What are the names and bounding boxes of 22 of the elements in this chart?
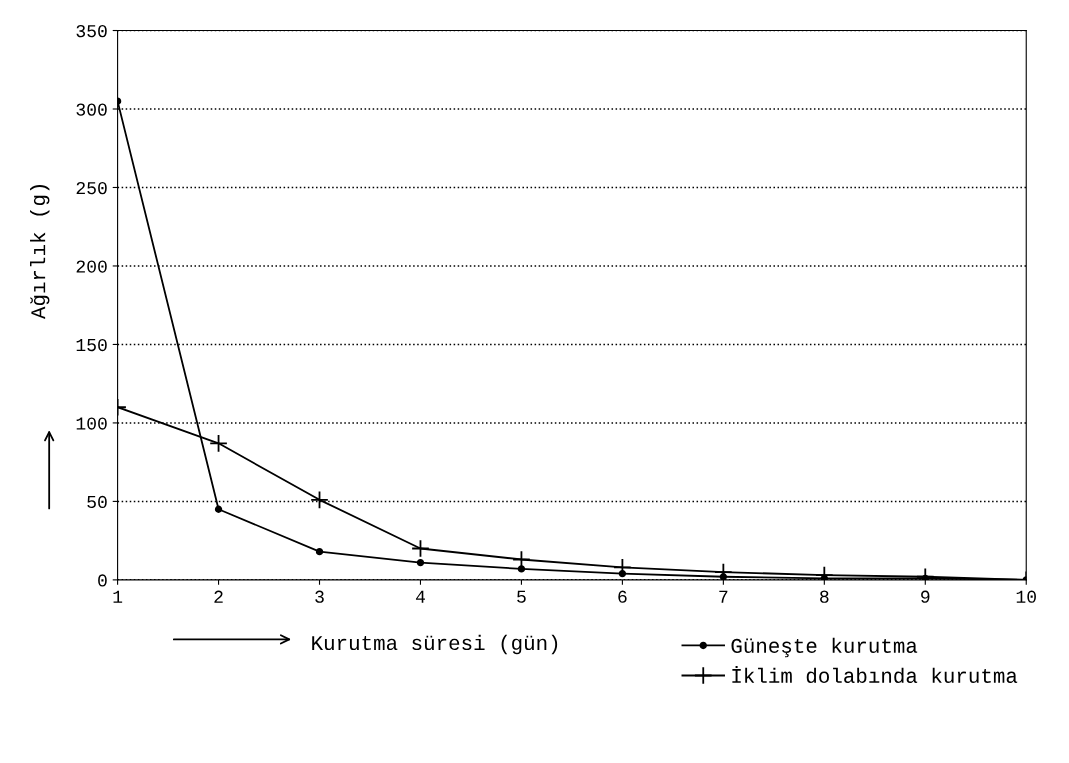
x-tick-label: 2 xyxy=(214,590,223,603)
y-tick-label: 50 xyxy=(87,495,107,509)
x-tick-label: 10 xyxy=(1016,590,1036,603)
y-tick-label: 100 xyxy=(76,417,107,430)
x-tick-label: 4 xyxy=(415,590,425,603)
y-tick-label: 300 xyxy=(76,103,107,116)
x-tick-label: 6 xyxy=(618,590,627,603)
x-tick-label: 9 xyxy=(921,590,930,603)
x-tick-label: 1 xyxy=(113,590,123,603)
legend-label: İklim dolabında kurutma xyxy=(732,666,1018,684)
legend-label: Güneşte kurutma xyxy=(731,637,918,658)
x-tick-label: 3 xyxy=(315,590,324,603)
y-tick-label: 200 xyxy=(76,260,107,273)
y-tick-label: 0 xyxy=(98,574,107,587)
x-tick-label: 5 xyxy=(517,590,526,603)
y-tick-label: 350 xyxy=(76,24,107,38)
y-tick-label: 250 xyxy=(76,181,107,195)
y-tick-label: 150 xyxy=(76,338,107,352)
y-axis-title: Ağırlık (g) xyxy=(30,185,50,320)
x-tick-label: 8 xyxy=(820,590,829,603)
x-tick-label: 7 xyxy=(719,590,728,603)
x-axis-title: Kurutma süresi (gün) xyxy=(312,634,558,655)
